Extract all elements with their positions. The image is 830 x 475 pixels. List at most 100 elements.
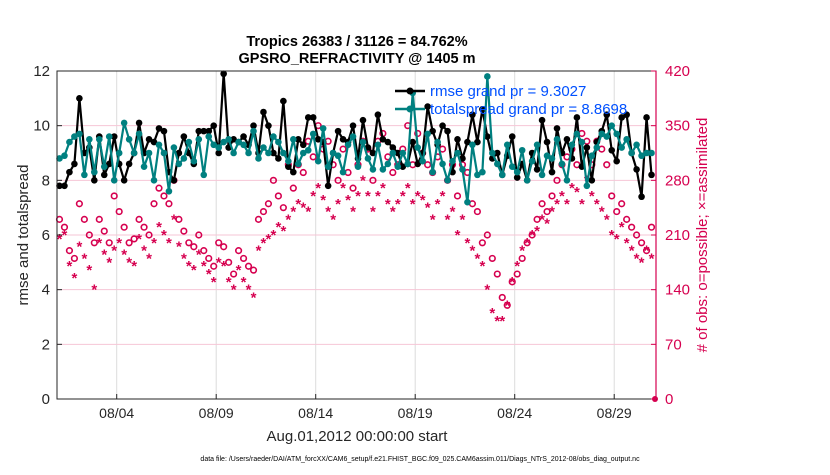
obs-assimilated-point: * [469,243,475,260]
obs-possible-point [424,161,432,169]
rmse-point [339,136,347,143]
obs-assimilated-point: * [146,250,152,267]
rmse-point [220,70,227,78]
rmse-point [454,136,461,143]
obs-possible-point [503,301,511,309]
rmse-point [548,168,556,176]
obs-assimilated-point: * [315,180,321,197]
totalspread-point [439,160,446,168]
obs-possible-point [473,207,481,216]
obs-possible-point [548,192,556,200]
totalspread-point [140,163,148,170]
rmse-point [91,177,98,184]
obs-assimilated-point: * [116,235,122,252]
rmse-point [623,111,630,119]
obs-possible-point [483,231,491,239]
rmse-point [294,136,302,143]
y-tick-label: 2 [42,336,50,353]
totalspread-point [349,133,357,140]
obs-assimilated-point: * [280,223,286,240]
obs-possible-point [508,278,516,286]
totalspread-point [603,133,611,140]
obs-possible-point [603,161,611,169]
obs-possible-point [175,215,183,223]
obs-possible-point [642,247,651,255]
rmse-point [285,163,292,170]
totalspread-point [618,144,625,151]
obs-assimilated-point: * [221,258,227,275]
totalspread-point [185,138,193,146]
obs-possible-point [95,215,103,223]
totalspread-point [290,136,297,143]
totalspread-point [81,171,88,179]
y-axis-right-label: # of obs: o=possible; ×=assimilated [694,118,711,353]
obs-assimilated-point: * [634,250,640,267]
totalspread-point [633,141,640,149]
obs-assimilated-point: * [201,258,207,275]
rmse-point [538,116,546,124]
y-right-tick-label: 420 [665,63,690,80]
rmse-point [56,182,63,190]
obs-assimilated-point: * [241,274,247,291]
rmse-point [583,144,591,151]
totalspread-point [125,136,133,143]
rmse-point [280,97,287,105]
obs-assimilated-point: * [514,258,520,275]
obs-assimilated-point: * [181,250,187,267]
totalspread-point [56,155,63,162]
obs-assimilated-point: * [196,247,202,264]
obs-possible-point [543,207,551,216]
totalspread-point [523,177,531,184]
obs-assimilated-point: * [76,239,82,256]
obs-assimilated-point: * [494,313,500,330]
rmse-point [334,127,342,135]
legend-totalspread-marker [406,105,414,113]
totalspread-point [643,149,650,157]
obs-assimilated-point: * [559,188,565,205]
obs-assimilated-point: * [81,250,87,267]
totalspread-point [71,133,78,140]
obs-possible-point [165,200,173,208]
obs-possible-point [513,270,521,278]
rmse-point [299,141,307,149]
totalspread-point [66,138,73,146]
y-tick-label: 10 [33,118,50,135]
totalspread-point [280,149,287,157]
obs-possible-point [75,200,83,208]
rmse-point [618,114,625,121]
obs-assimilated-point: * [91,282,97,299]
obs-possible-point [125,239,133,247]
totalspread-point [170,144,178,151]
obs-possible-point [120,223,128,231]
rmse-point [588,177,596,184]
obs-possible-point [608,192,616,200]
obs-possible-point [628,223,636,231]
rmse-point [513,174,521,181]
obs-possible-point [274,192,282,200]
totalspread-point [329,149,337,157]
obs-possible-point [632,231,641,239]
rmse-point [379,136,387,143]
obs-assimilated-point: * [67,258,73,275]
obs-possible-point [623,215,631,223]
rmse-point [374,111,382,119]
rmse-point [389,144,397,151]
obs-assimilated-point: * [126,254,132,271]
obs-assimilated-point: * [71,270,77,287]
obs-possible-point [180,227,188,235]
obs-assimilated-point: * [166,235,172,252]
obs-assimilated-point: * [430,211,436,228]
obs-assimilated-point: * [375,188,381,205]
obs-assimilated-point: * [171,211,177,228]
obs-assimilated-point: * [544,215,550,232]
obs-assimilated-point: * [251,289,257,306]
x-tick-label: 08/14 [298,405,333,421]
totalspread-point [588,152,596,160]
obs-possible-point [130,235,138,243]
totalspread-point [61,152,68,160]
chart-title-line2: GPSRO_REFRACTIVITY @ 1405 m [238,51,475,67]
totalspread-point [220,138,227,146]
totalspread-point [578,138,586,146]
obs-assimilated-point: * [574,184,580,201]
rmse-point [648,171,655,179]
